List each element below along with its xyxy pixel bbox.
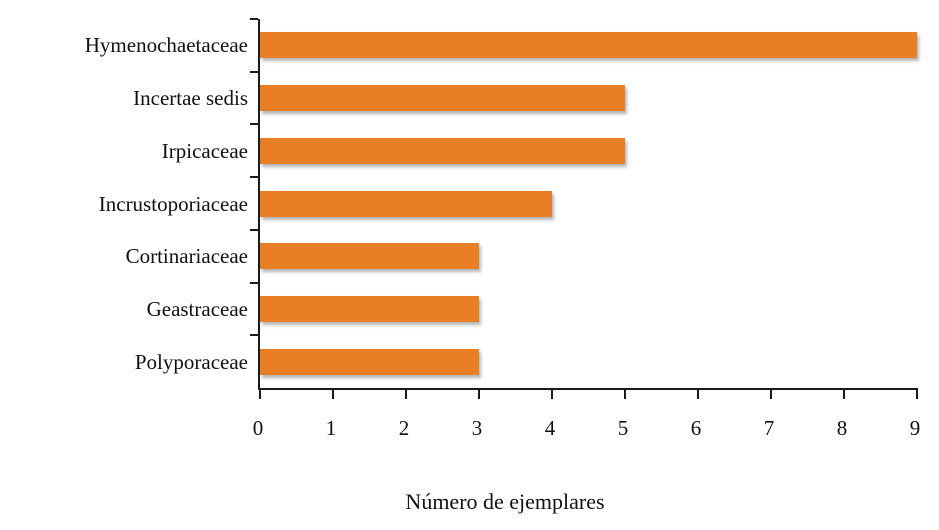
bar (260, 295, 479, 322)
x-axis-title: Número de ejemplares (405, 489, 605, 514)
x-tick-label: 9 (909, 416, 921, 440)
y-axis-tick (250, 18, 258, 20)
x-tick-label: 2 (398, 416, 410, 440)
bar (260, 243, 479, 270)
category-label: Incrustoporiaceae (98, 191, 248, 216)
bar (260, 32, 917, 59)
x-axis-tick (551, 388, 553, 399)
x-axis-tick (405, 388, 407, 399)
y-axis-tick (250, 281, 258, 284)
x-axis-tick (478, 388, 480, 399)
y-axis-tick (250, 334, 258, 337)
category-label: Hymenochaetaceae (84, 33, 248, 58)
y-axis-tick (250, 228, 258, 231)
x-axis-tick (624, 388, 626, 399)
x-axis-tick (697, 388, 699, 399)
y-axis-tick (250, 176, 258, 179)
x-axis-tick (843, 388, 845, 399)
x-tick-label: 0 (252, 416, 264, 440)
category-label: Polyporaceae (134, 349, 248, 374)
x-tick-label: 8 (836, 416, 848, 440)
x-tick-label: 4 (544, 416, 556, 440)
x-tick-label: 5 (617, 416, 629, 440)
category-label: Incertae sedis (133, 86, 248, 111)
plot-area (250, 18, 918, 399)
bar (260, 85, 625, 112)
y-axis-tick (250, 70, 258, 73)
category-label: Irpicaceae (161, 138, 248, 163)
x-tick-label: 7 (763, 416, 775, 440)
x-tick-label: 6 (690, 416, 702, 440)
x-axis-tick (916, 388, 918, 399)
bar (260, 348, 479, 375)
x-axis-tick (770, 388, 772, 399)
x-tick-label: 3 (471, 416, 483, 440)
category-label: Geastraceae (146, 296, 248, 321)
bar (260, 190, 552, 217)
x-tick-label: 1 (325, 416, 337, 440)
x-axis-tick (259, 388, 261, 399)
y-axis-tick (250, 123, 258, 126)
bar (260, 137, 625, 164)
x-axis-tick (332, 388, 334, 399)
category-label: Cortinariaceae (125, 244, 248, 269)
